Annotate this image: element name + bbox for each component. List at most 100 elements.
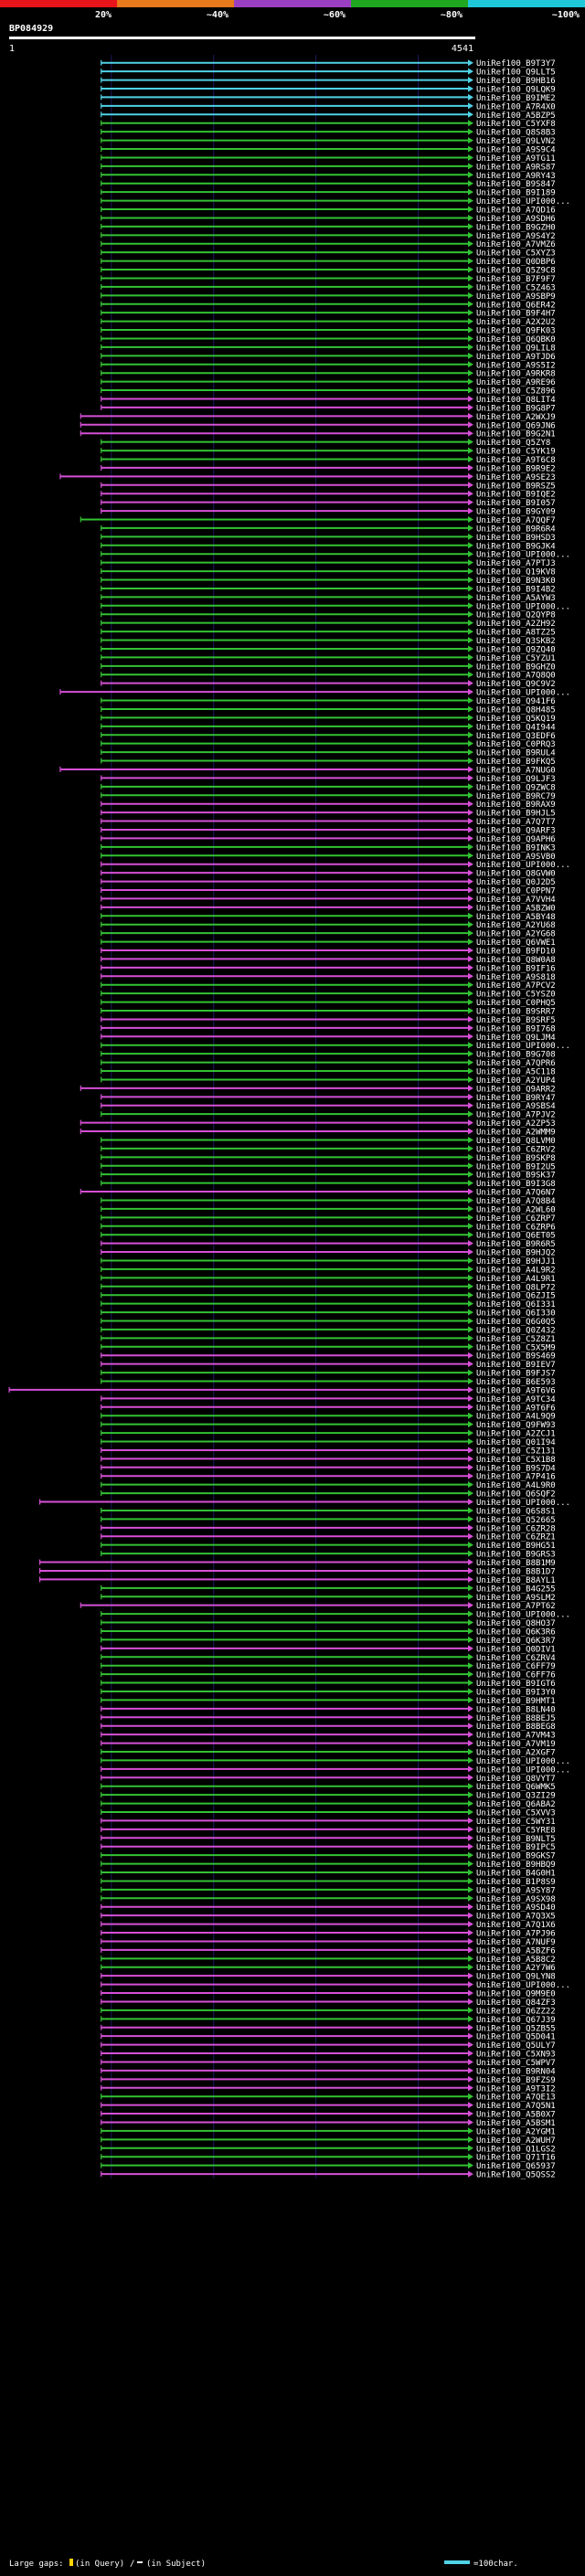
hit-accession-label[interactable]: UniRef100_A2WUH7 — [476, 2136, 556, 2146]
hit-accession-label[interactable]: UniRef100_A9TJD6 — [476, 353, 556, 362]
hit-row[interactable]: UniRef100_C5Z131 — [101, 1447, 556, 1456]
hit-accession-label[interactable]: UniRef100_Q9LJF3 — [476, 775, 556, 784]
hit-row[interactable]: UniRef100_A5BY48 — [101, 912, 556, 922]
hit-row[interactable]: UniRef100_A9TG11 — [101, 154, 556, 164]
hit-accession-label[interactable]: UniRef100_A2WMM9 — [476, 1129, 556, 1138]
hit-row[interactable]: UniRef100_Q9ZQ40 — [101, 645, 556, 654]
hit-accession-label[interactable]: UniRef100_Q9ARF3 — [476, 826, 556, 835]
hit-accession-label[interactable]: UniRef100_A2YG68 — [476, 930, 556, 939]
hit-accession-label[interactable]: UniRef100_A9RS87 — [476, 163, 556, 172]
hit-row[interactable]: UniRef100_C5Z8Z1 — [101, 1334, 556, 1344]
hit-row[interactable]: UniRef100_C5YZU1 — [101, 653, 556, 663]
hit-accession-label[interactable]: UniRef100_A9SD40 — [476, 1903, 556, 1913]
hit-accession-label[interactable]: UniRef100_C5WPV7 — [476, 2059, 556, 2068]
hit-row[interactable]: UniRef100_C6ZRV2 — [101, 1145, 556, 1154]
hit-row[interactable]: UniRef100_C5YK19 — [101, 447, 556, 457]
hit-row[interactable]: UniRef100_A2ZCJ1 — [101, 1429, 556, 1439]
hit-accession-label[interactable]: UniRef100_C5WY31 — [476, 1818, 556, 1827]
hit-row[interactable]: UniRef100_C6FF76 — [101, 1670, 556, 1680]
hit-accession-label[interactable]: UniRef100_B9I189 — [476, 189, 556, 198]
hit-row[interactable]: UniRef100_A9SX98 — [101, 1894, 556, 1904]
hit-row[interactable]: UniRef100_A9TC34 — [101, 1394, 556, 1405]
hit-accession-label[interactable]: UniRef100_A2X2U2 — [476, 318, 556, 327]
hit-row[interactable]: UniRef100_A7PCV2 — [101, 981, 556, 991]
hit-row[interactable]: UniRef100_Q6I331 — [101, 1300, 556, 1309]
hit-row[interactable]: UniRef100_Q6S8S1 — [101, 1507, 556, 1516]
hit-accession-label[interactable]: UniRef100_Q9APH6 — [476, 835, 556, 844]
hit-row[interactable]: UniRef100_A2WL60 — [101, 1205, 556, 1214]
hit-row[interactable]: UniRef100_A9TJD6 — [101, 352, 556, 362]
hit-row[interactable]: UniRef100_A7Q7T7 — [101, 818, 556, 827]
hit-row[interactable]: UniRef100_Q8LVM0 — [101, 1136, 556, 1146]
hit-row[interactable]: UniRef100_Q01I94 — [101, 1438, 556, 1447]
hit-row[interactable]: UniRef100_B4G0H1 — [101, 1870, 556, 1879]
hit-row[interactable]: UniRef100_Q9C9V2 — [101, 680, 556, 689]
hit-row[interactable]: UniRef100_B9S7D4 — [101, 1464, 556, 1473]
hit-row[interactable]: UniRef100_B9HJL5 — [101, 809, 556, 819]
hit-row[interactable]: UniRef100_A2X2U2 — [101, 318, 556, 327]
hit-accession-label[interactable]: UniRef100_C6ZRV4 — [476, 1654, 556, 1663]
hit-accession-label[interactable]: UniRef100_Q9FK03 — [476, 327, 556, 336]
hit-row[interactable]: UniRef100_B9HMT1 — [101, 1696, 556, 1706]
hit-row[interactable]: UniRef100_A5BSM1 — [101, 2118, 556, 2128]
hit-accession-label[interactable]: UniRef100_C5X5M9 — [476, 1343, 556, 1352]
hit-row[interactable]: UniRef100_B1P8S9 — [101, 1877, 556, 1887]
hit-accession-label[interactable]: UniRef100_A5BZF6 — [476, 1946, 556, 1956]
hit-accession-label[interactable]: UniRef100_A7PTJ3 — [476, 559, 556, 568]
hit-accession-label[interactable]: UniRef100_B9R9E2 — [476, 464, 556, 473]
hit-accession-label[interactable]: UniRef100_B9R6R5 — [476, 1240, 556, 1249]
hit-row[interactable]: UniRef100_B9I057 — [101, 499, 556, 508]
hit-accession-label[interactable]: UniRef100_A9T6V6 — [476, 1386, 556, 1395]
hit-row[interactable]: UniRef100_Q52665 — [101, 1515, 556, 1525]
hit-row[interactable]: UniRef100_A9RKR8 — [101, 369, 556, 379]
hit-accession-label[interactable]: UniRef100_Q6VWE1 — [476, 938, 556, 948]
hit-row[interactable]: UniRef100_C6ZRV4 — [101, 1653, 556, 1663]
hit-accession-label[interactable]: UniRef100_A2XGF7 — [476, 1748, 556, 1757]
hit-row[interactable]: UniRef100_B9I189 — [101, 188, 556, 198]
hit-row[interactable]: UniRef100_Q8HO37 — [101, 1619, 556, 1628]
hit-row[interactable]: UniRef100_C5XVV3 — [101, 1808, 556, 1818]
hit-row[interactable]: UniRef100_Q8LP72 — [101, 1283, 556, 1292]
hit-row[interactable]: UniRef100_B9I4B2 — [101, 585, 556, 594]
hit-accession-label[interactable]: UniRef100_UPI000... — [476, 551, 570, 560]
hit-accession-label[interactable]: UniRef100_A7Q8Q0 — [476, 672, 556, 681]
hit-accession-label[interactable]: UniRef100_A9S818 — [476, 973, 556, 982]
hit-accession-label[interactable]: UniRef100_A4L9Q9 — [476, 1413, 556, 1422]
hit-row[interactable]: UniRef100_Q69JN6 — [80, 421, 556, 430]
hit-row[interactable]: UniRef100_B9GKS7 — [101, 1851, 556, 1861]
hit-row[interactable]: UniRef100_B9R9E2 — [101, 464, 556, 473]
hit-accession-label[interactable]: UniRef100_Q3EDF6 — [476, 732, 556, 741]
hit-row[interactable]: UniRef100_A7Q5N1 — [101, 2102, 556, 2111]
hit-row[interactable]: UniRef100_A9SBS4 — [101, 1102, 556, 1111]
hit-accession-label[interactable]: UniRef100_C0PHQ5 — [476, 999, 556, 1008]
hit-row[interactable]: UniRef100_B9IEV7 — [101, 1361, 556, 1370]
hit-accession-label[interactable]: UniRef100_Q84ZF3 — [476, 1998, 556, 2008]
hit-row[interactable]: UniRef100_A7R4X0 — [101, 102, 556, 111]
hit-row[interactable]: UniRef100_A7NUF9 — [101, 1937, 556, 1947]
hit-accession-label[interactable]: UniRef100_A9TG11 — [476, 154, 556, 164]
hit-accession-label[interactable]: UniRef100_A5B8C2 — [476, 1956, 556, 1965]
hit-row[interactable]: UniRef100_Q8GVW0 — [101, 869, 556, 879]
hit-accession-label[interactable]: UniRef100_A2WXJ9 — [476, 413, 556, 422]
hit-row[interactable]: UniRef100_A9SVB0 — [101, 852, 556, 862]
hit-row[interactable]: UniRef100_Q5ZY8 — [101, 439, 551, 448]
hit-row[interactable]: UniRef100_UPI000... — [59, 688, 570, 698]
hit-accession-label[interactable]: UniRef100_A9T3I2 — [476, 2084, 556, 2094]
hit-row[interactable]: UniRef100_A9SY87 — [101, 1886, 556, 1895]
hit-accession-label[interactable]: UniRef100_B9RY47 — [476, 1094, 556, 1103]
hit-row[interactable]: UniRef100_C5WPV7 — [101, 2058, 556, 2068]
hit-row[interactable]: UniRef100_B9HSD3 — [101, 533, 556, 543]
hit-row[interactable]: UniRef100_A2ZP53 — [80, 1119, 556, 1129]
hit-row[interactable]: UniRef100_B9IQE2 — [101, 490, 556, 500]
hit-accession-label[interactable]: UniRef100_C6ZR28 — [476, 1524, 556, 1533]
hit-accession-label[interactable]: UniRef100_Q6I331 — [476, 1300, 556, 1309]
hit-accession-label[interactable]: UniRef100_Q9LYN8 — [476, 1973, 556, 1982]
hit-accession-label[interactable]: UniRef100_Q6WMK5 — [476, 1783, 556, 1792]
hit-row[interactable]: UniRef100_A8TZ25 — [101, 628, 556, 638]
hit-accession-label[interactable]: UniRef100_B9HJJ1 — [476, 1257, 556, 1267]
hit-row[interactable]: UniRef100_A2XGF7 — [101, 1748, 556, 1757]
hit-accession-label[interactable]: UniRef100_A4L9R0 — [476, 1481, 556, 1490]
hit-accession-label[interactable]: UniRef100_A7QD16 — [476, 207, 556, 216]
hit-row[interactable]: UniRef100_Q9LQK9 — [101, 85, 556, 95]
hit-accession-label[interactable]: UniRef100_A9SVB0 — [476, 853, 556, 862]
